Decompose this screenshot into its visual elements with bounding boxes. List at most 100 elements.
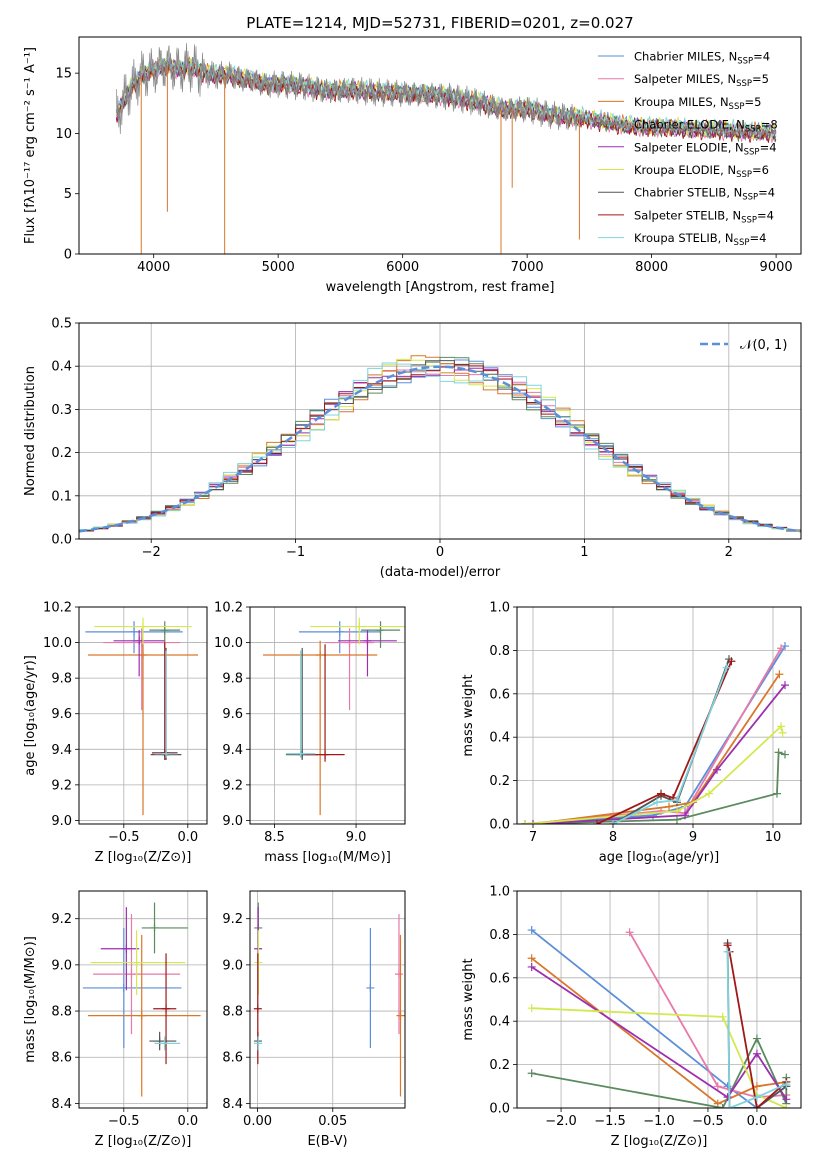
y-tick-label: 8.8 — [51, 1005, 72, 1020]
legend-label-name: Kroupa MILES, N — [634, 95, 729, 109]
data-marker — [135, 636, 144, 645]
x-tick-label: 0.0 — [177, 830, 198, 845]
data-marker — [782, 1095, 791, 1104]
plot-area — [521, 642, 789, 824]
y-tick-label: 8.4 — [222, 1097, 243, 1112]
y-tick-label: 9.2 — [222, 912, 243, 927]
y-tick-label: 9.4 — [222, 743, 243, 758]
data-marker — [132, 958, 141, 967]
x-tick-label: −1 — [286, 545, 305, 560]
x-tick-label: −0.5 — [692, 1114, 724, 1129]
data-marker — [139, 622, 147, 631]
legend-label: Kroupa MILES, NSSP=5 — [634, 95, 761, 112]
histogram-step — [79, 360, 801, 532]
y-tick-label: 1.0 — [489, 601, 510, 616]
data-marker — [723, 947, 732, 956]
y-tick-label: 0.4 — [51, 360, 72, 375]
x-tick-label: 10 — [765, 830, 782, 845]
data-marker — [777, 644, 785, 653]
x-axis-label: E(B-V) — [307, 1134, 347, 1149]
legend-label-sub: SSP — [736, 79, 752, 89]
data-marker — [521, 820, 529, 824]
y-tick-label: 9.2 — [51, 778, 72, 793]
y-axis-label: mass [log₁₀(M/M⊙)] — [23, 936, 38, 1063]
y-tick-label: 9.6 — [222, 707, 243, 722]
data-marker — [363, 636, 372, 645]
x-axis-label: Z [log₁₀(Z/Z⊙)] — [95, 1134, 192, 1149]
panel-age_vs_metallicity: −0.5 0.0 9.0 9.2 9.4 9.6 9.8 10.0 10.2 Z [log₁₀(Z… — [23, 601, 208, 865]
data-marker — [777, 722, 785, 731]
plot-area — [82, 902, 201, 1097]
x-tick-label: 8.5 — [264, 830, 285, 845]
series-line — [726, 951, 787, 1108]
y-tick-label: 10.0 — [214, 636, 243, 651]
y-tick-label: 0.4 — [489, 1015, 510, 1030]
plot-area — [115, 43, 777, 254]
legend-label-name: Chabrier ELODIE, N — [634, 118, 745, 132]
legend-label-name: Chabrier STELIB, N — [634, 186, 742, 200]
y-tick-label: 9.8 — [51, 672, 72, 687]
legend-label: Chabrier MILES, NSSP=4 — [634, 50, 770, 67]
data-marker — [316, 651, 325, 660]
data-marker — [705, 789, 713, 798]
x-tick-label: 0.00 — [243, 1114, 272, 1129]
data-marker — [781, 681, 789, 690]
data-marker — [160, 1039, 169, 1048]
data-marker — [527, 962, 536, 971]
legend-label: Chabrier STELIB, NSSP=4 — [634, 186, 775, 203]
data-marker — [527, 1069, 536, 1078]
y-tick-label: 0.8 — [489, 644, 510, 659]
y-tick-label: 0.0 — [489, 1102, 510, 1117]
x-tick-label: −1.0 — [643, 1114, 675, 1129]
plot-area — [85, 617, 199, 816]
data-marker — [396, 1011, 405, 1020]
data-marker — [774, 748, 783, 757]
series-line — [596, 660, 733, 824]
panel-residual_histogram: −2 −1 0 1 2 0.0 0.1 0.2 0.3 0.4 0.5 (data-model)/er… — [23, 317, 802, 580]
data-marker — [713, 765, 721, 774]
y-tick-label: 9.0 — [222, 814, 243, 829]
legend-label-tail: =4 — [757, 208, 774, 222]
y-tick-label: 0.0 — [51, 533, 72, 548]
legend-label-name: Salpeter ELODIE, N — [634, 140, 744, 154]
data-marker — [254, 1039, 263, 1048]
data-marker — [673, 815, 681, 824]
series-line — [532, 684, 786, 824]
x-tick-label: 9000 — [760, 260, 793, 275]
data-marker — [727, 657, 736, 666]
data-marker — [376, 626, 385, 635]
y-tick-label: 0.8 — [489, 928, 510, 943]
data-marker — [752, 1049, 761, 1058]
y-tick-label: 10 — [55, 127, 72, 142]
y-tick-label: 8.4 — [51, 1097, 72, 1112]
x-axis-label: mass [log₁₀(M/M⊙)] — [264, 850, 391, 865]
data-marker — [160, 626, 169, 635]
y-tick-label: 0.1 — [51, 489, 72, 504]
y-tick-label: 0.2 — [489, 1058, 510, 1073]
legend-label-tail: =4 — [753, 50, 770, 64]
y-tick-label: 8.8 — [222, 1005, 243, 1020]
series-line — [531, 966, 788, 1100]
y-axis-label: Normed distribution — [23, 366, 38, 496]
axes-frame — [516, 890, 802, 1109]
data-marker — [296, 749, 305, 758]
series-line — [532, 673, 781, 824]
panel-mass_weight_vs_metallicity: −2.0 −1.5 −1.0 −0.5 0.0 0.0 0.2 0.4 0.6 0.8 1.0 Z [… — [461, 885, 802, 1149]
plot-area — [527, 926, 791, 1108]
series-line — [531, 1007, 787, 1108]
data-marker — [681, 811, 689, 820]
y-tick-label: 10.2 — [43, 601, 72, 616]
x-tick-label: 0.0 — [747, 1114, 768, 1129]
legend-label: Kroupa STELIB, NSSP=4 — [634, 231, 766, 248]
data-marker — [130, 627, 139, 636]
y-tick-label: 10.2 — [214, 601, 243, 616]
legend-label-sub: SSP — [736, 170, 752, 180]
x-tick-label: −0.5 — [108, 1114, 140, 1129]
y-tick-label: 0.6 — [489, 971, 510, 986]
x-tick-label: 7 — [529, 830, 537, 845]
data-marker — [778, 728, 787, 737]
x-axis-label: (data-model)/error — [380, 565, 501, 580]
data-marker — [718, 1104, 727, 1108]
data-marker — [160, 748, 169, 757]
x-tick-label: −2 — [142, 545, 161, 560]
